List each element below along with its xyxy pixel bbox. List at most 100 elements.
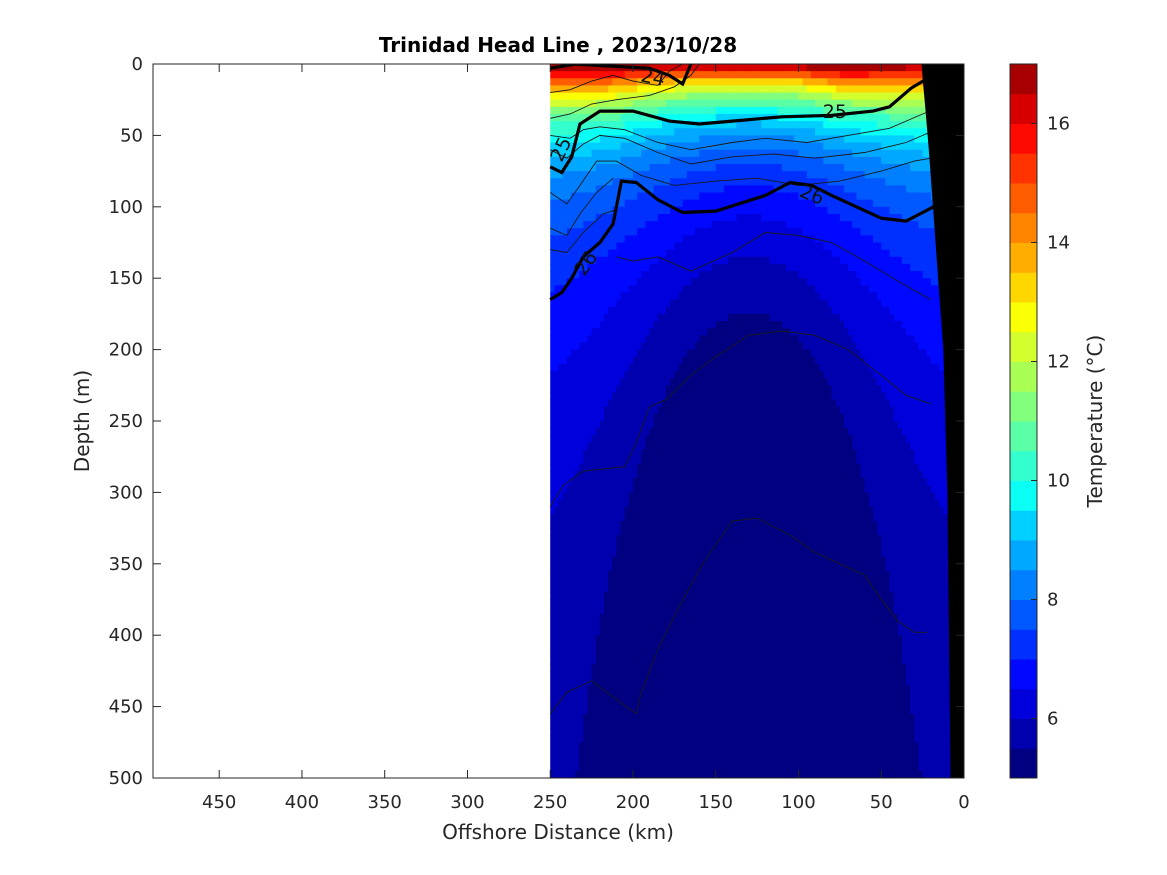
field-cell [740, 385, 746, 394]
field-cell [608, 435, 613, 444]
field-cell [657, 599, 663, 608]
field-cell [595, 435, 601, 444]
field-cell [608, 678, 613, 686]
field-cell [736, 706, 742, 715]
field-cell [740, 256, 746, 265]
field-cell [608, 192, 613, 201]
field-cell [740, 499, 746, 508]
field-cell [637, 535, 642, 543]
field-cell [670, 385, 675, 394]
field-cell [637, 371, 642, 379]
field-cell [736, 135, 742, 144]
field-cell [550, 478, 555, 486]
field-cell [666, 242, 671, 251]
field-cell [736, 413, 742, 422]
field-cell [566, 242, 572, 251]
field-cell [661, 278, 667, 286]
field-cell [695, 506, 700, 515]
field-cell [612, 371, 618, 379]
field-cell [661, 749, 667, 758]
field-cell [670, 435, 675, 444]
field-cell [649, 378, 655, 386]
field-cell [624, 249, 630, 258]
field-cell [608, 570, 613, 579]
field-cell [595, 142, 601, 151]
field-cell [558, 321, 564, 329]
field-cell [695, 271, 700, 279]
field-cell [695, 335, 700, 344]
field-cell [558, 578, 564, 586]
field-cell [744, 206, 750, 215]
field-cell [736, 763, 742, 772]
field-cell [637, 278, 642, 286]
field-cell [599, 428, 605, 436]
field-cell [649, 720, 655, 729]
field-cell [566, 335, 572, 344]
field-cell [661, 349, 667, 358]
field-cell [666, 570, 671, 579]
field-cell [624, 263, 630, 272]
field-cell [575, 292, 580, 301]
field-cell [566, 328, 572, 336]
field-cell [736, 470, 742, 479]
field-cell [628, 735, 634, 743]
field-cell [666, 463, 671, 472]
field-cell [674, 378, 680, 386]
field-cell [641, 692, 646, 701]
field-cell [612, 456, 618, 465]
field-cell [748, 178, 754, 186]
field-cell [703, 342, 709, 351]
field-cell [583, 106, 589, 115]
field-cell [699, 649, 704, 658]
field-cell [612, 142, 618, 151]
field-cell [575, 506, 580, 515]
field-cell [579, 271, 584, 279]
field-cell [719, 449, 725, 458]
field-cell [632, 749, 638, 758]
field-cell [682, 542, 688, 551]
field-cell [724, 506, 729, 515]
field-cell [608, 649, 613, 658]
field-cell [670, 756, 675, 765]
field-cell [550, 385, 555, 394]
field-cell [682, 363, 688, 372]
field-cell [570, 692, 576, 701]
field-cell [628, 685, 634, 693]
field-cell [699, 456, 704, 465]
field-cell [724, 620, 729, 629]
field-cell [612, 228, 618, 236]
field-cell [678, 356, 684, 365]
field-cell [744, 492, 750, 501]
field-cell [752, 442, 758, 451]
field-cell [566, 249, 572, 258]
field-cell [686, 720, 692, 729]
field-cell [591, 642, 597, 651]
field-cell [732, 478, 738, 486]
field-cell [711, 406, 717, 415]
field-cell [728, 192, 733, 201]
field-cell [616, 149, 622, 158]
field-cell [587, 578, 593, 586]
field-cell [637, 663, 642, 672]
field-cell [599, 78, 605, 87]
field-cell [604, 470, 609, 479]
field-cell [690, 520, 696, 529]
field-cell [637, 720, 642, 729]
field-cell [690, 620, 696, 629]
field-cell [752, 106, 758, 115]
field-cell [649, 749, 655, 758]
field-cell [678, 406, 684, 415]
field-cell [674, 292, 680, 301]
field-cell [649, 128, 655, 136]
field-cell [628, 349, 634, 358]
field-cell [554, 485, 560, 493]
field-cell [678, 492, 684, 501]
field-cell [579, 128, 584, 136]
field-cell [562, 449, 568, 458]
field-cell [732, 592, 738, 601]
field-cell [666, 770, 671, 778]
field-cell [570, 71, 576, 79]
field-cell [604, 313, 609, 322]
field-cell [628, 442, 634, 451]
field-cell [724, 335, 729, 344]
